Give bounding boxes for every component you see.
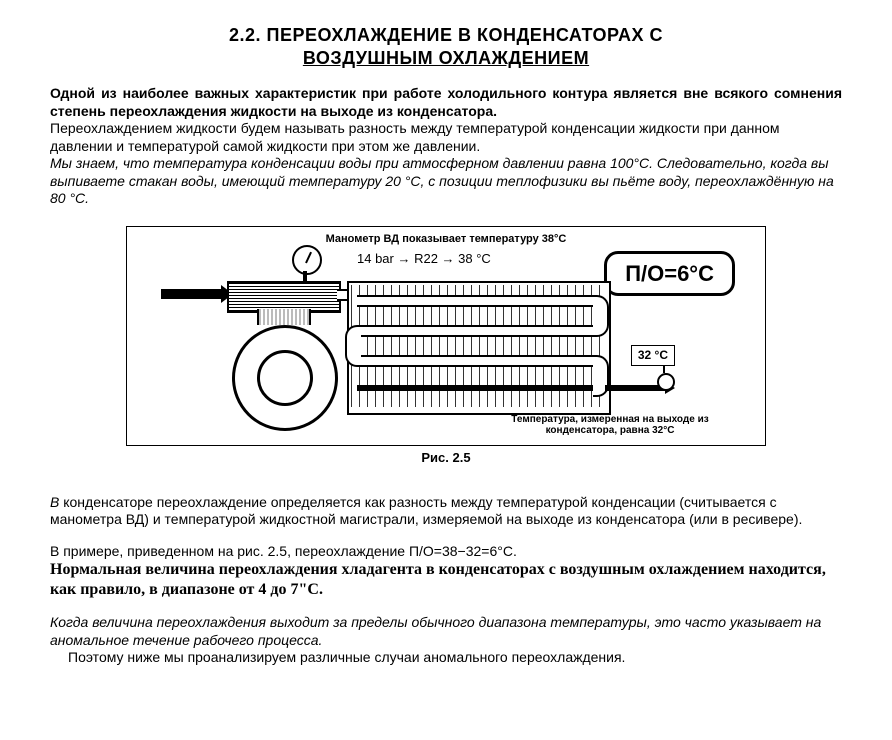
flow-text: 14 bar → R22 → 38 °C [357,251,491,267]
tube-bend-icon [345,325,361,367]
intro-example: Мы знаем, что температура конденсации во… [50,155,842,208]
inlet-arrow-icon [161,289,221,299]
tube-icon [357,355,597,367]
intro-definition: Переохлаждением жидкости будем называть … [50,120,842,155]
figure-caption: Рис. 2.5 [126,450,766,466]
paragraph-6-normal-range: Нормальная величина переохлаждения хлада… [50,560,842,600]
outlet-pipe-icon [605,385,665,391]
tube-icon [357,295,597,307]
gauge-stem-icon [303,271,307,281]
tube-bend-icon [593,295,609,337]
gauge-icon [292,245,322,275]
paragraph-7: Когда величина переохлаждения выходит за… [50,614,842,649]
intro-bold: Одной из наиболее важных характеристик п… [50,85,842,120]
tube-outlet-icon [357,385,597,391]
p4-rest: конденсаторе переохлаждение определяется… [50,494,802,528]
figure-box: Манометр ВД показывает температуру 38°С … [126,226,766,446]
compressor-neck-icon [257,309,311,325]
paragraph-4: В конденсаторе переохлаждение определяет… [50,494,842,529]
page: 2.2. ПЕРЕОХЛАЖДЕНИЕ В КОНДЕНСАТОРАХ С ВО… [0,0,892,740]
heading-line-1: 2.2. ПЕРЕОХЛАЖДЕНИЕ В КОНДЕНСАТОРАХ С [229,25,663,45]
outlet-note: Температура, измеренная на выходе из кон… [485,414,735,437]
gauge-note: Манометр ВД показывает температуру 38°С [127,233,765,247]
compressor-body-icon [232,325,338,431]
section-heading: 2.2. ПЕРЕОХЛАЖДЕНИЕ В КОНДЕНСАТОРАХ С ВО… [50,24,842,69]
p4-lead: В [50,494,59,510]
condenser-icon [347,281,607,411]
heading-line-2: ВОЗДУШНЫМ ОХЛАЖДЕНИЕМ [303,48,589,68]
outlet-temp-label: 32 °С [631,345,675,366]
subcooling-box: П/О=6°С [604,251,735,297]
sensor-bulb-icon [657,373,675,391]
tube-icon [357,325,597,337]
paragraph-5: В примере, приведенном на рис. 2.5, пере… [50,543,842,561]
paragraph-8: Поэтому ниже мы проанализируем различные… [50,649,842,667]
figure-2-5: Манометр ВД показывает температуру 38°С … [126,226,766,466]
